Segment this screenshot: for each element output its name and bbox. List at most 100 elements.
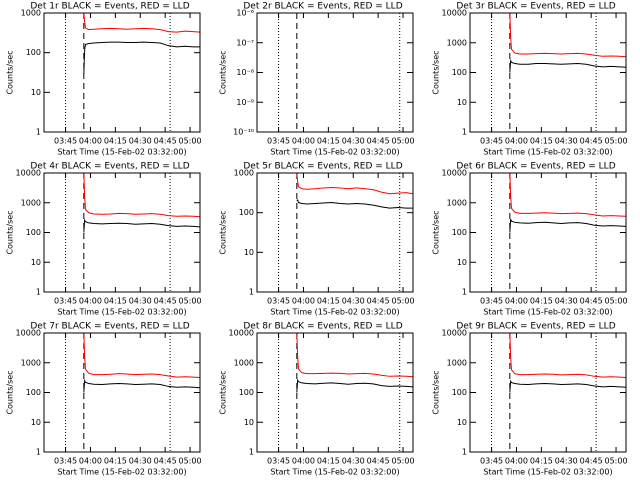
y-tick-label: 10000 bbox=[442, 329, 467, 338]
plot-frame bbox=[469, 172, 627, 293]
x-tick-label: 03:45 bbox=[267, 297, 290, 306]
y-tick-label: 10 bbox=[457, 98, 467, 107]
x-tick-label: 04:15 bbox=[104, 297, 127, 306]
panel: Det 6r BLACK = Events, RED = LLD Start Ti… bbox=[432, 162, 628, 317]
y-tick-label: 10000 bbox=[229, 329, 254, 338]
x-tick-label: 03:45 bbox=[54, 137, 77, 146]
series-line bbox=[509, 333, 626, 378]
plot-frame bbox=[256, 332, 414, 453]
panel: Det 8r BLACK = Events, RED = LLD Start Ti… bbox=[219, 322, 415, 477]
x-tick-label: 04:15 bbox=[530, 457, 553, 466]
y-tick-label: 1 bbox=[36, 288, 41, 297]
x-tick-label: 04:30 bbox=[342, 297, 365, 306]
x-tick-label: 05:00 bbox=[179, 297, 202, 306]
plot-frame bbox=[256, 12, 414, 133]
x-tick-label: 04:45 bbox=[580, 297, 603, 306]
panel: Det 1r BLACK = Events, RED = LLD Start Ti… bbox=[6, 2, 202, 157]
y-tick-label: 1000 bbox=[447, 38, 467, 47]
y-axis-label: Counts/sec bbox=[432, 370, 441, 414]
y-tick-label: 10⁻⁶ bbox=[236, 9, 254, 18]
x-tick-label: 03:45 bbox=[480, 137, 503, 146]
plot-frame bbox=[43, 332, 201, 453]
y-tick-label: 1 bbox=[462, 288, 467, 297]
x-tick-label: 05:00 bbox=[605, 457, 628, 466]
x-axis-label: Start Time (15-Feb-02 03:32:00) bbox=[57, 308, 186, 317]
x-tick-label: 04:30 bbox=[129, 297, 152, 306]
y-tick-label: 100 bbox=[452, 68, 467, 77]
y-tick-label: 10000 bbox=[442, 9, 467, 18]
x-tick-label: 04:45 bbox=[154, 137, 177, 146]
y-tick-label: 1000 bbox=[21, 198, 41, 207]
y-tick-label: 10 bbox=[244, 248, 254, 257]
y-tick-label: 10 bbox=[31, 88, 41, 97]
x-tick-label: 04:30 bbox=[555, 137, 578, 146]
x-tick-label: 04:30 bbox=[555, 457, 578, 466]
y-tick-label: 1 bbox=[462, 128, 467, 137]
series-line bbox=[509, 173, 626, 217]
x-tick-label: 04:30 bbox=[342, 137, 365, 146]
y-tick-label: 1000 bbox=[447, 358, 467, 367]
y-tick-label: 1000 bbox=[21, 358, 41, 367]
series-line bbox=[296, 378, 413, 393]
x-tick-label: 04:45 bbox=[580, 137, 603, 146]
y-axis-label: Counts/sec bbox=[432, 50, 441, 94]
series-line bbox=[83, 173, 200, 218]
y-tick-label: 1 bbox=[249, 448, 254, 457]
x-axis-label: Start Time (15-Feb-02 03:32:00) bbox=[57, 148, 186, 157]
x-tick-label: 04:45 bbox=[154, 297, 177, 306]
y-tick-label: 10 bbox=[244, 418, 254, 427]
x-tick-label: 04:15 bbox=[530, 297, 553, 306]
x-tick-label: 04:00 bbox=[505, 457, 528, 466]
series-line bbox=[83, 378, 200, 393]
y-tick-label: 100 bbox=[26, 228, 41, 237]
y-tick-label: 100 bbox=[26, 388, 41, 397]
x-axis-label: Start Time (15-Feb-02 03:32:00) bbox=[483, 468, 612, 477]
y-axis-label: Counts/sec bbox=[6, 370, 15, 414]
y-tick-label: 1000 bbox=[21, 9, 41, 18]
chart-title: Det 6r BLACK = Events, RED = LLD bbox=[456, 162, 615, 172]
panel: Det 7r BLACK = Events, RED = LLD Start Ti… bbox=[6, 322, 202, 477]
x-axis-label: Start Time (15-Feb-02 03:32:00) bbox=[483, 148, 612, 157]
x-tick-label: 04:45 bbox=[367, 457, 390, 466]
chart-title: Det 1r BLACK = Events, RED = LLD bbox=[30, 2, 189, 12]
y-tick-label: 1 bbox=[36, 448, 41, 457]
series-line bbox=[296, 173, 413, 195]
chart-title: Det 4r BLACK = Events, RED = LLD bbox=[30, 162, 189, 172]
panel: Det 9r BLACK = Events, RED = LLD Start Ti… bbox=[432, 322, 628, 477]
plot-frame bbox=[43, 12, 201, 133]
chart-title: Det 3r BLACK = Events, RED = LLD bbox=[456, 2, 615, 12]
series-line bbox=[296, 333, 413, 378]
y-tick-label: 10 bbox=[457, 418, 467, 427]
y-tick-label: 1000 bbox=[234, 169, 254, 178]
x-tick-label: 04:45 bbox=[367, 137, 390, 146]
x-tick-label: 05:00 bbox=[605, 137, 628, 146]
y-axis-label: Counts/sec bbox=[219, 50, 228, 94]
x-tick-label: 04:00 bbox=[79, 137, 102, 146]
x-axis-label: Start Time (15-Feb-02 03:32:00) bbox=[270, 468, 399, 477]
x-tick-label: 04:15 bbox=[104, 457, 127, 466]
x-tick-label: 04:00 bbox=[79, 457, 102, 466]
plot-frame bbox=[469, 332, 627, 453]
series-line bbox=[83, 333, 200, 378]
series-line bbox=[83, 13, 200, 33]
x-tick-label: 04:00 bbox=[292, 297, 315, 306]
x-axis-label: Start Time (15-Feb-02 03:32:00) bbox=[483, 308, 612, 317]
x-tick-label: 04:30 bbox=[129, 137, 152, 146]
x-axis-label: Start Time (15-Feb-02 03:32:00) bbox=[270, 308, 399, 317]
chart-title: Det 2r BLACK = Events, RED = LLD bbox=[243, 2, 402, 12]
x-tick-label: 05:00 bbox=[392, 297, 415, 306]
x-tick-label: 04:15 bbox=[104, 137, 127, 146]
y-axis-label: Counts/sec bbox=[219, 210, 228, 254]
y-tick-label: 1 bbox=[462, 448, 467, 457]
series-line bbox=[509, 379, 626, 393]
plot-frame bbox=[469, 12, 627, 133]
x-tick-label: 04:45 bbox=[154, 457, 177, 466]
x-axis-label: Start Time (15-Feb-02 03:32:00) bbox=[57, 468, 186, 477]
y-tick-label: 100 bbox=[452, 388, 467, 397]
y-tick-label: 10⁻⁷ bbox=[236, 38, 254, 47]
x-tick-label: 04:15 bbox=[317, 137, 340, 146]
x-tick-label: 04:30 bbox=[129, 457, 152, 466]
x-tick-label: 04:00 bbox=[505, 297, 528, 306]
x-tick-label: 04:00 bbox=[505, 137, 528, 146]
